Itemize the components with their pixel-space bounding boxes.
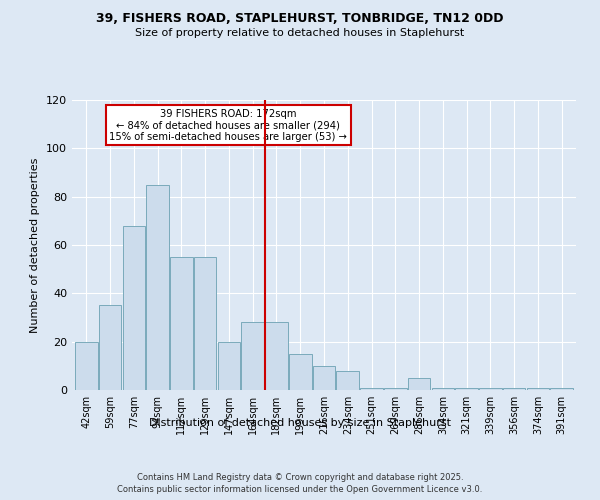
Bar bbox=[455, 388, 478, 390]
Bar bbox=[194, 257, 217, 390]
Text: Contains public sector information licensed under the Open Government Licence v3: Contains public sector information licen… bbox=[118, 485, 482, 494]
Bar bbox=[527, 388, 549, 390]
Bar bbox=[170, 257, 193, 390]
Bar bbox=[313, 366, 335, 390]
Bar bbox=[431, 388, 454, 390]
Bar bbox=[289, 354, 311, 390]
Bar bbox=[122, 226, 145, 390]
Bar bbox=[408, 378, 430, 390]
Bar bbox=[550, 388, 573, 390]
Bar bbox=[75, 342, 98, 390]
Bar bbox=[146, 184, 169, 390]
Y-axis label: Number of detached properties: Number of detached properties bbox=[31, 158, 40, 332]
Text: Size of property relative to detached houses in Staplehurst: Size of property relative to detached ho… bbox=[136, 28, 464, 38]
Text: 39 FISHERS ROAD: 172sqm
← 84% of detached houses are smaller (294)
15% of semi-d: 39 FISHERS ROAD: 172sqm ← 84% of detache… bbox=[109, 108, 347, 142]
Bar bbox=[265, 322, 288, 390]
Bar bbox=[384, 388, 407, 390]
Text: Contains HM Land Registry data © Crown copyright and database right 2025.: Contains HM Land Registry data © Crown c… bbox=[137, 472, 463, 482]
Bar bbox=[337, 370, 359, 390]
Text: 39, FISHERS ROAD, STAPLEHURST, TONBRIDGE, TN12 0DD: 39, FISHERS ROAD, STAPLEHURST, TONBRIDGE… bbox=[96, 12, 504, 26]
Bar bbox=[360, 388, 383, 390]
Bar bbox=[241, 322, 264, 390]
Bar bbox=[218, 342, 240, 390]
Text: Distribution of detached houses by size in Staplehurst: Distribution of detached houses by size … bbox=[149, 418, 451, 428]
Bar bbox=[479, 388, 502, 390]
Bar bbox=[99, 306, 121, 390]
Bar bbox=[503, 388, 526, 390]
